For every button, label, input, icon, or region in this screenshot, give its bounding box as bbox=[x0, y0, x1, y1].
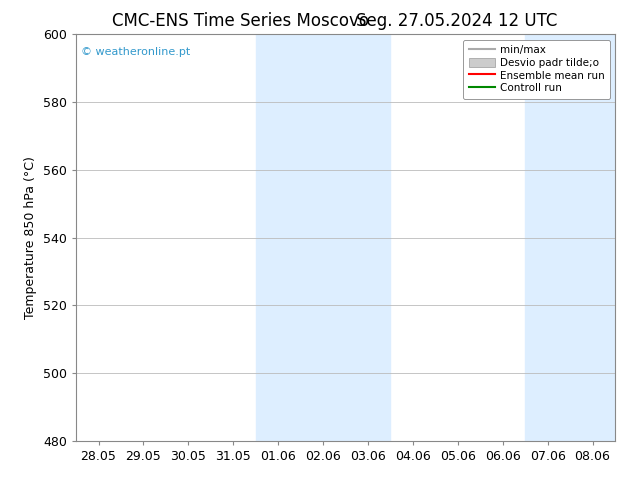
Y-axis label: Temperature 850 hPa (°C): Temperature 850 hPa (°C) bbox=[25, 156, 37, 319]
Text: CMC-ENS Time Series Moscovo: CMC-ENS Time Series Moscovo bbox=[112, 12, 370, 30]
Legend: min/max, Desvio padr tilde;o, Ensemble mean run, Controll run: min/max, Desvio padr tilde;o, Ensemble m… bbox=[463, 40, 610, 98]
Text: Seg. 27.05.2024 12 UTC: Seg. 27.05.2024 12 UTC bbox=[356, 12, 557, 30]
Bar bbox=[256, 34, 391, 441]
Text: © weatheronline.pt: © weatheronline.pt bbox=[81, 47, 191, 56]
Bar bbox=[525, 34, 615, 441]
